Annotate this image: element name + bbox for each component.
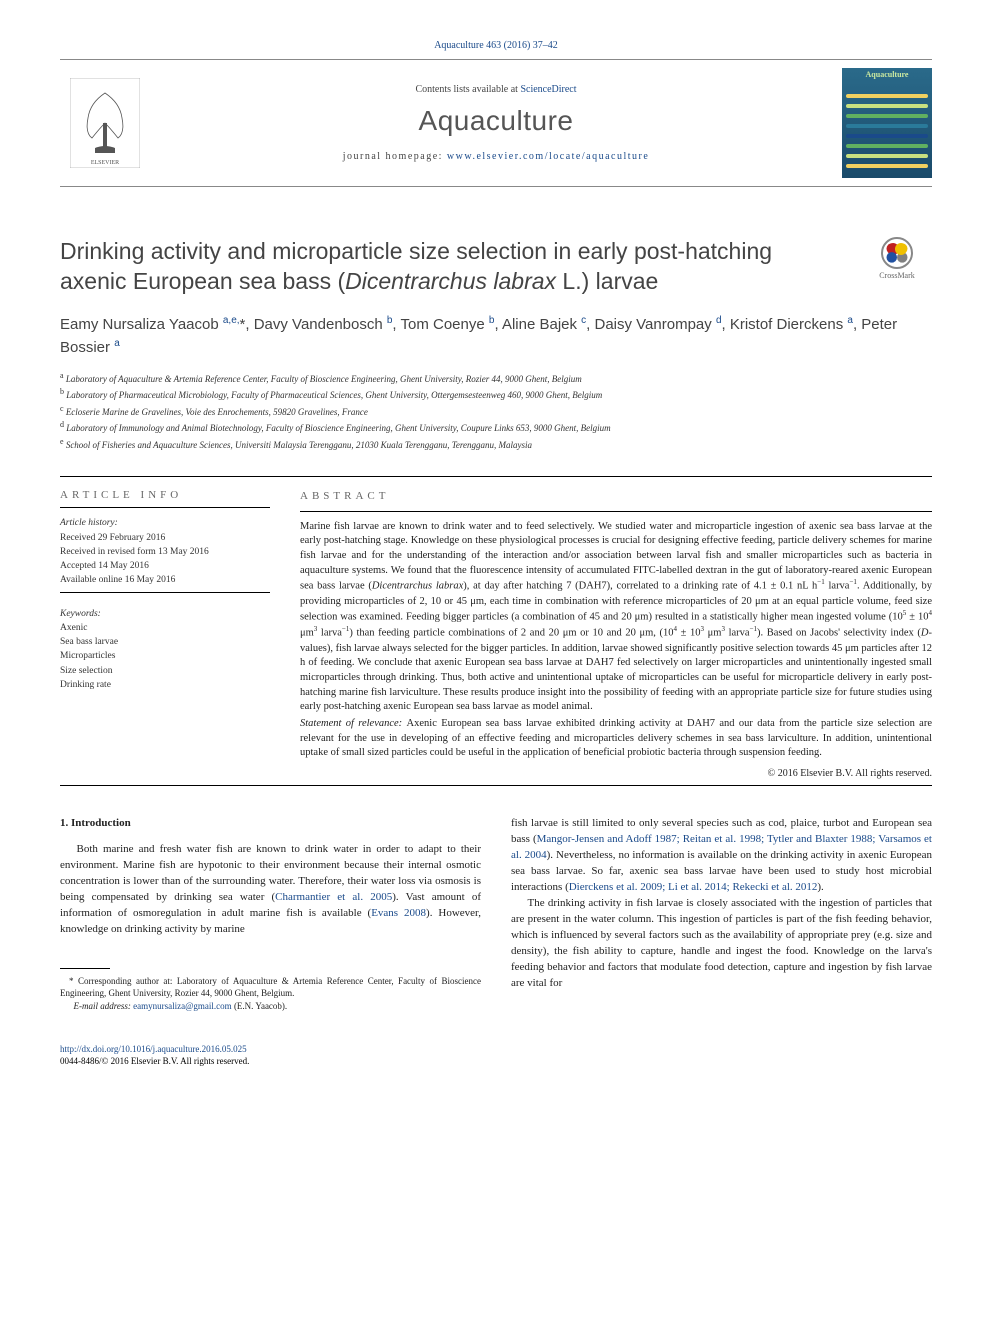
homepage-link[interactable]: www.elsevier.com/locate/aquaculture bbox=[447, 151, 649, 162]
history-head: Article history: bbox=[60, 516, 270, 530]
statement-of-relevance: Statement of relevance: Axenic European … bbox=[300, 717, 932, 761]
doi-link[interactable]: http://dx.doi.org/10.1016/j.aquaculture.… bbox=[60, 1044, 247, 1054]
statement-head: Statement of relevance: bbox=[300, 718, 407, 729]
crossmark-badge[interactable]: CrossMark bbox=[862, 237, 932, 280]
column-left: 1. Introduction Both marine and fresh wa… bbox=[60, 816, 481, 1012]
affiliation: e School of Fisheries and Aquaculture Sc… bbox=[60, 436, 932, 453]
keyword: Sea bass larvae bbox=[60, 635, 270, 649]
keyword: Axenic bbox=[60, 621, 270, 635]
keyword: Drinking rate bbox=[60, 678, 270, 692]
email-footnote: E-mail address: eamynursaliza@gmail.com … bbox=[60, 1000, 481, 1013]
footer: http://dx.doi.org/10.1016/j.aquaculture.… bbox=[60, 1043, 932, 1068]
cover-wave bbox=[846, 134, 928, 138]
top-citation: Aquaculture 463 (2016) 37–42 bbox=[60, 40, 932, 51]
cover-wave bbox=[846, 144, 928, 148]
accepted: Accepted 14 May 2016 bbox=[60, 559, 270, 573]
keywords-head: Keywords: bbox=[60, 607, 270, 621]
affiliation: d Laboratory of Immunology and Animal Bi… bbox=[60, 419, 932, 436]
column-right: fish larvae is still limited to only sev… bbox=[511, 816, 932, 1012]
article-title: Drinking activity and microparticle size… bbox=[60, 237, 862, 297]
journal-name: Aquaculture bbox=[150, 105, 842, 137]
affiliation: c Ecloserie Marine de Gravelines, Voie d… bbox=[60, 403, 932, 420]
contents-prefix: Contents lists available at bbox=[415, 84, 520, 95]
divider bbox=[60, 785, 932, 786]
affiliation: a Laboratory of Aquaculture & Artemia Re… bbox=[60, 370, 932, 387]
abstract-head: abstract bbox=[300, 489, 932, 504]
keyword: Size selection bbox=[60, 664, 270, 678]
issn-line: 0044-8486/© 2016 Elsevier B.V. All right… bbox=[60, 1056, 249, 1066]
info-divider bbox=[60, 507, 270, 508]
affiliations: a Laboratory of Aquaculture & Artemia Re… bbox=[60, 370, 932, 453]
article-history: Article history: Received 29 February 20… bbox=[60, 516, 270, 587]
affiliation: b Laboratory of Pharmaceutical Microbiol… bbox=[60, 386, 932, 403]
svg-text:ELSEVIER: ELSEVIER bbox=[91, 160, 119, 166]
body-paragraph: The drinking activity in fish larvae is … bbox=[511, 896, 932, 992]
email-link[interactable]: eamynursaliza@gmail.com bbox=[133, 1001, 232, 1011]
footnote-divider bbox=[60, 968, 110, 969]
received: Received 29 February 2016 bbox=[60, 531, 270, 545]
journal-cover: Aquaculture bbox=[842, 68, 932, 178]
article-info: article info Article history: Received 2… bbox=[60, 481, 270, 781]
contents-line: Contents lists available at ScienceDirec… bbox=[150, 84, 842, 95]
info-divider bbox=[300, 511, 932, 512]
revised: Received in revised form 13 May 2016 bbox=[60, 545, 270, 559]
keyword: Microparticles bbox=[60, 649, 270, 663]
email-label: E-mail address: bbox=[74, 1001, 134, 1011]
authors: Eamy Nursaliza Yaacob a,e,*, Davy Vanden… bbox=[60, 313, 932, 360]
crossmark-icon bbox=[881, 237, 913, 269]
journal-header: ELSEVIER Contents lists available at Sci… bbox=[60, 59, 932, 187]
cover-wave bbox=[846, 104, 928, 108]
copyright: © 2016 Elsevier B.V. All rights reserved… bbox=[300, 767, 932, 781]
section-heading: 1. Introduction bbox=[60, 816, 481, 832]
sciencedirect-link[interactable]: ScienceDirect bbox=[520, 84, 576, 95]
homepage-line: journal homepage: www.elsevier.com/locat… bbox=[150, 151, 842, 162]
cover-wave bbox=[846, 124, 928, 128]
email-suffix: (E.N. Yaacob). bbox=[232, 1001, 288, 1011]
online: Available online 16 May 2016 bbox=[60, 573, 270, 587]
body-paragraph: Both marine and fresh water fish are kno… bbox=[60, 842, 481, 938]
divider bbox=[60, 476, 932, 477]
cover-wave bbox=[846, 94, 928, 98]
cover-wave bbox=[846, 154, 928, 158]
body-paragraph: fish larvae is still limited to only sev… bbox=[511, 816, 932, 896]
keywords: Keywords: AxenicSea bass larvaeMicropart… bbox=[60, 607, 270, 693]
abstract: abstract Marine fish larvae are known to… bbox=[300, 481, 932, 781]
info-divider bbox=[60, 592, 270, 593]
corresponding-footnote: * Corresponding author at: Laboratory of… bbox=[60, 975, 481, 1000]
crossmark-label: CrossMark bbox=[879, 271, 915, 280]
cover-wave bbox=[846, 114, 928, 118]
elsevier-logo: ELSEVIER bbox=[60, 73, 150, 173]
homepage-prefix: journal homepage: bbox=[343, 151, 447, 162]
cover-title: Aquaculture bbox=[842, 70, 932, 79]
article-info-head: article info bbox=[60, 489, 270, 501]
abstract-text: Marine fish larvae are known to drink wa… bbox=[300, 520, 932, 715]
elsevier-tree-icon: ELSEVIER bbox=[70, 78, 140, 168]
cover-wave bbox=[846, 164, 928, 168]
